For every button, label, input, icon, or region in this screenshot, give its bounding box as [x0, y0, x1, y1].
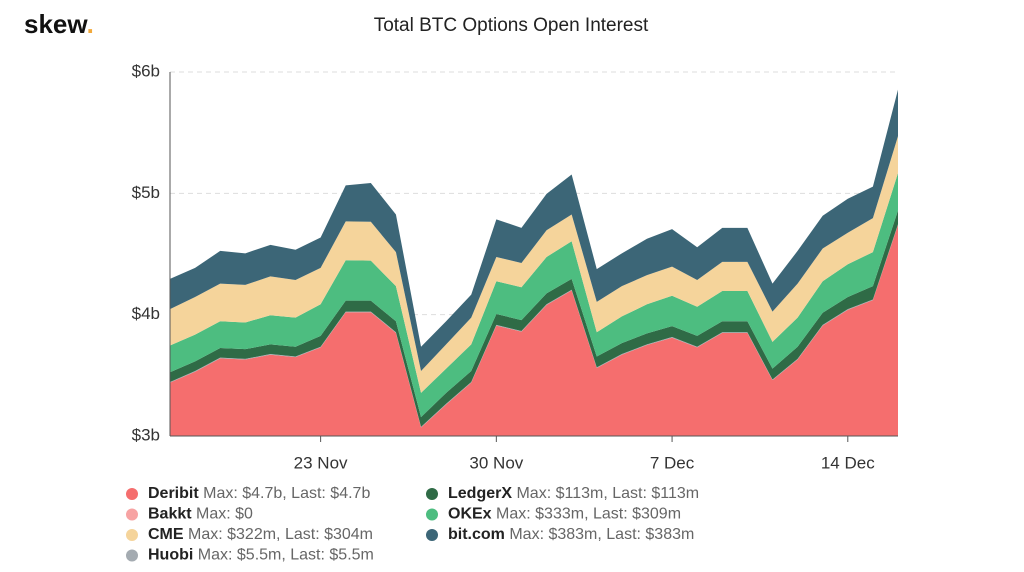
legend-entry: Deribit Max: $4.7b, Last: $4.7b	[148, 485, 370, 502]
legend-summary: Max: $0	[196, 506, 253, 523]
x-tick-label: 7 Dec	[650, 453, 695, 472]
legend-marker	[126, 549, 138, 562]
chart-title: Total BTC Options Open Interest	[374, 15, 649, 36]
legend-summary: Max: $4.7b, Last: $4.7b	[203, 485, 370, 502]
legend-summary: Max: $113m, Last: $113m	[516, 485, 699, 502]
legend-name: OKEx	[448, 506, 492, 523]
legend-name: CME	[148, 526, 184, 543]
area	[170, 136, 898, 393]
legend-marker	[126, 529, 138, 541]
x-tick-label: 14 Dec	[821, 453, 875, 472]
legend-summary: Max: $5.5m, Last: $5.5m	[198, 547, 374, 564]
legend-entry: Bakkt Max: $0	[148, 506, 253, 523]
logo-dot: .	[87, 9, 94, 39]
legend-entry: LedgerX Max: $113m, Last: $113m	[448, 485, 699, 502]
area	[170, 224, 898, 436]
legend-marker	[126, 508, 138, 521]
legend-name: LedgerX	[448, 485, 512, 502]
legend-name: Bakkt	[148, 506, 192, 523]
x-tick-label: 30 Nov	[469, 453, 523, 472]
legend-marker	[126, 488, 138, 500]
y-tick-label: $3b	[132, 425, 160, 444]
legend-entry: bit.com Max: $383m, Last: $383m	[448, 526, 694, 543]
legend-marker	[426, 508, 438, 521]
logo: skew.	[24, 9, 94, 39]
area	[170, 89, 898, 372]
y-tick-label: $4b	[132, 304, 160, 323]
legend-summary: Max: $383m, Last: $383m	[509, 526, 694, 543]
legend-entry: Huobi Max: $5.5m, Last: $5.5m	[148, 547, 374, 564]
logo-text: skew	[24, 9, 88, 39]
legend-summary: Max: $333m, Last: $309m	[496, 506, 681, 523]
legend-summary: Max: $322m, Last: $304m	[188, 526, 373, 543]
legend-marker	[426, 488, 438, 500]
legend-name: Huobi	[148, 547, 193, 564]
y-tick-label: $6b	[132, 61, 160, 80]
x-tick-label: 23 Nov	[294, 453, 348, 472]
legend-entry: CME Max: $322m, Last: $304m	[148, 526, 373, 543]
area	[170, 173, 898, 418]
legend-name: bit.com	[448, 526, 505, 543]
y-tick-label: $5b	[132, 183, 160, 202]
legend-entry: OKEx Max: $333m, Last: $309m	[448, 506, 681, 523]
legend-marker	[426, 529, 438, 541]
legend-name: Deribit	[148, 485, 199, 502]
